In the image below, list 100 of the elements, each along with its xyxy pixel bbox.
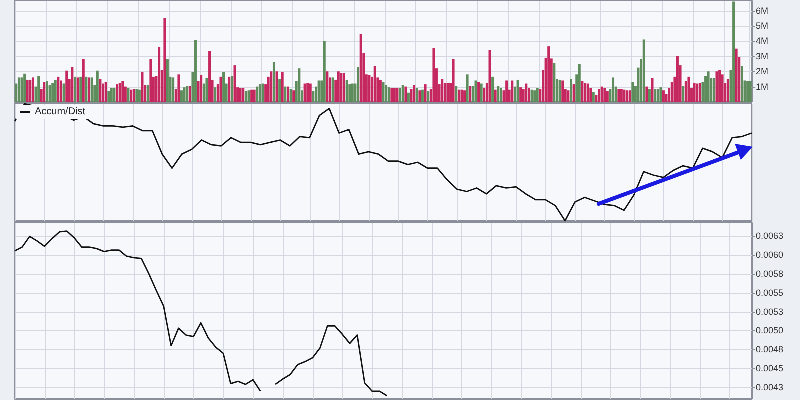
bar <box>278 79 282 102</box>
bar <box>99 79 102 102</box>
bar <box>618 89 620 102</box>
bar <box>460 90 464 102</box>
bar <box>688 76 690 102</box>
bar <box>385 85 388 102</box>
bar <box>228 76 231 102</box>
bar <box>676 56 679 102</box>
bar <box>292 90 296 102</box>
bar <box>418 90 422 102</box>
bar <box>258 84 262 102</box>
bar <box>48 85 52 102</box>
bar <box>452 59 455 102</box>
bar <box>520 88 522 102</box>
bar <box>446 83 450 102</box>
bar <box>118 83 122 102</box>
bar <box>606 91 609 102</box>
bar <box>32 78 34 102</box>
bar <box>80 76 82 102</box>
bar <box>62 84 66 102</box>
bar <box>590 88 592 102</box>
bar <box>712 78 716 102</box>
bar <box>24 74 26 102</box>
y-tick-label: 2M <box>756 66 769 77</box>
bar <box>740 66 744 102</box>
bar <box>286 86 290 102</box>
y-tick-label: 5M <box>756 21 769 32</box>
bar <box>749 81 752 102</box>
bar <box>525 84 528 102</box>
bar <box>444 83 446 102</box>
bar <box>682 86 685 102</box>
y-tick-label: 6M <box>756 6 769 16</box>
bar <box>150 59 152 102</box>
bar <box>600 86 604 102</box>
bar <box>656 89 660 102</box>
bar <box>478 82 480 102</box>
y-tick-label: 0.0058 <box>756 268 784 279</box>
bar <box>38 76 40 102</box>
bar <box>578 64 581 102</box>
bar <box>281 72 284 102</box>
bar <box>343 73 346 102</box>
bar <box>441 79 444 102</box>
bar <box>208 51 211 102</box>
bar <box>548 46 550 102</box>
bar <box>402 85 404 102</box>
bar <box>528 88 530 102</box>
bar <box>642 40 646 102</box>
bar <box>693 83 696 102</box>
bar <box>290 89 292 102</box>
legend-label: Accum/Dist <box>35 106 86 118</box>
bar <box>272 62 276 102</box>
bar <box>186 86 189 102</box>
bar <box>399 88 402 102</box>
bar <box>570 79 572 102</box>
y-tick-label: 0.0063 <box>756 230 784 241</box>
bar <box>410 89 413 102</box>
bar <box>110 88 113 102</box>
bar <box>500 88 502 102</box>
bar <box>136 89 138 102</box>
y-tick-label: 1M <box>756 82 769 92</box>
bar <box>43 82 46 102</box>
bar <box>716 72 718 102</box>
bar <box>432 48 436 102</box>
bar <box>183 88 186 102</box>
bar <box>698 83 702 102</box>
bar <box>88 78 90 102</box>
bar <box>29 80 32 102</box>
bar <box>323 41 326 102</box>
bar <box>732 2 736 102</box>
bar <box>26 80 29 102</box>
bar <box>726 79 730 102</box>
bar <box>427 91 430 102</box>
bar <box>90 78 94 102</box>
bar <box>662 90 665 102</box>
bar <box>214 88 217 102</box>
y-tick-label: 0.0043 <box>756 382 784 393</box>
bar <box>206 78 208 102</box>
bar <box>584 83 586 102</box>
bar <box>654 89 657 102</box>
y-tick-label: 3M <box>756 51 769 62</box>
bar <box>707 72 710 102</box>
bar <box>511 80 514 102</box>
bar <box>306 83 310 102</box>
bar <box>96 70 99 102</box>
bar <box>253 90 256 102</box>
bar <box>424 84 427 102</box>
bar <box>651 78 654 102</box>
bar <box>74 76 76 102</box>
bar <box>422 90 424 102</box>
bar <box>82 59 85 102</box>
bar <box>194 40 197 102</box>
bar <box>598 89 601 102</box>
bar <box>746 81 750 102</box>
bar <box>407 92 410 102</box>
bar <box>138 90 141 102</box>
bar <box>388 88 390 102</box>
bar <box>684 81 688 102</box>
bar <box>71 67 74 102</box>
bar <box>592 92 595 102</box>
bar <box>172 78 175 102</box>
